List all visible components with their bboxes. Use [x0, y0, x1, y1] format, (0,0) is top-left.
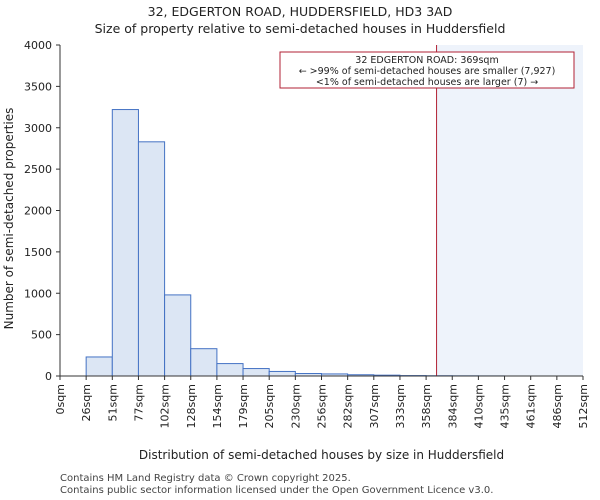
x-tick-label: 128sqm	[185, 384, 198, 428]
x-tick-label: 358sqm	[420, 384, 433, 428]
histogram-bar	[164, 294, 192, 377]
y-tick-label: 3000	[24, 122, 52, 135]
larger-region-shade	[436, 45, 583, 376]
histogram-bar	[216, 363, 244, 377]
x-tick-label: 26sqm	[80, 384, 93, 421]
y-tick-label: 3500	[24, 80, 52, 93]
x-tick-label: 154sqm	[211, 384, 224, 428]
annotation-title: 32 EDGERTON ROAD: 369sqm	[355, 55, 498, 66]
y-tick-label: 2000	[24, 205, 52, 218]
histogram-bar	[268, 370, 296, 377]
x-tick-label: 102sqm	[159, 384, 172, 428]
x-tick-label: 256sqm	[316, 384, 329, 428]
x-axis-label: Distribution of semi-detached houses by …	[139, 448, 504, 462]
y-tick-label: 500	[31, 329, 52, 342]
x-tick-label: 205sqm	[263, 384, 276, 428]
footer-licence: Contains public sector information licen…	[60, 485, 494, 496]
histogram-bar	[85, 356, 113, 377]
y-tick-label: 0	[45, 370, 52, 383]
chart-title: Size of property relative to semi-detach…	[94, 21, 506, 36]
y-tick-label: 2500	[24, 163, 52, 176]
chart-title-address: 32, EDGERTON ROAD, HUDDERSFIELD, HD3 3AD	[147, 4, 453, 19]
x-tick-label: 282sqm	[342, 384, 355, 428]
y-tick-label: 4000	[24, 39, 52, 52]
x-tick-label: 435sqm	[499, 384, 512, 428]
x-tick-label: 333sqm	[394, 384, 407, 428]
x-tick-label: 51sqm	[106, 384, 119, 421]
annotation-smaller: ← >99% of semi-detached houses are small…	[299, 66, 556, 77]
x-tick-label: 230sqm	[289, 384, 302, 428]
y-tick-label: 1500	[24, 246, 52, 259]
x-tick-label: 0sqm	[54, 384, 67, 414]
x-tick-label: 410sqm	[472, 384, 485, 428]
histogram-bar	[190, 348, 218, 377]
footer-copyright: Contains HM Land Registry data © Crown c…	[60, 473, 351, 484]
histogram-bar	[137, 141, 166, 377]
y-axis-label: Number of semi-detached properties	[2, 108, 16, 330]
x-tick-label: 486sqm	[551, 384, 564, 428]
x-tick-label: 384sqm	[446, 384, 459, 428]
x-tick-label: 77sqm	[132, 384, 145, 421]
histogram-bar	[111, 109, 139, 377]
y-tick-label: 1000	[24, 287, 52, 300]
annotation-box	[279, 51, 575, 89]
x-tick-label: 179sqm	[237, 384, 250, 428]
x-tick-label: 307sqm	[368, 384, 381, 428]
histogram-bar	[242, 368, 270, 377]
x-tick-label: 461sqm	[525, 384, 538, 428]
x-tick-label: 512sqm	[577, 384, 590, 428]
annotation-larger: <1% of semi-detached houses are larger (…	[316, 77, 538, 88]
